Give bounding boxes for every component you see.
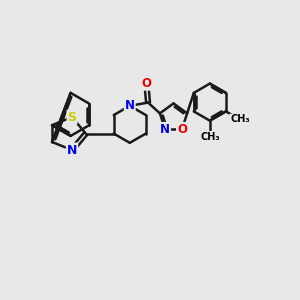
Text: CH₃: CH₃ bbox=[200, 132, 220, 142]
Text: N: N bbox=[67, 143, 77, 157]
Text: CH₃: CH₃ bbox=[230, 115, 250, 124]
Text: S: S bbox=[68, 111, 76, 124]
Text: O: O bbox=[177, 123, 187, 136]
Text: N: N bbox=[125, 99, 135, 112]
Text: O: O bbox=[141, 77, 151, 90]
Text: N: N bbox=[160, 123, 170, 136]
